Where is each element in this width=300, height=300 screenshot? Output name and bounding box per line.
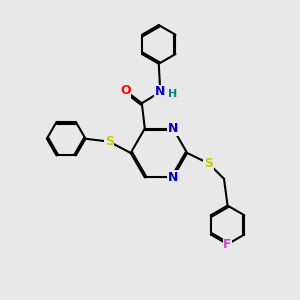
Text: N: N — [168, 122, 178, 135]
Text: N: N — [168, 171, 178, 184]
Text: F: F — [223, 238, 232, 251]
Text: N: N — [155, 85, 165, 98]
Text: H: H — [168, 89, 177, 99]
Text: O: O — [120, 84, 131, 97]
Text: S: S — [204, 157, 213, 170]
Text: S: S — [105, 135, 114, 148]
